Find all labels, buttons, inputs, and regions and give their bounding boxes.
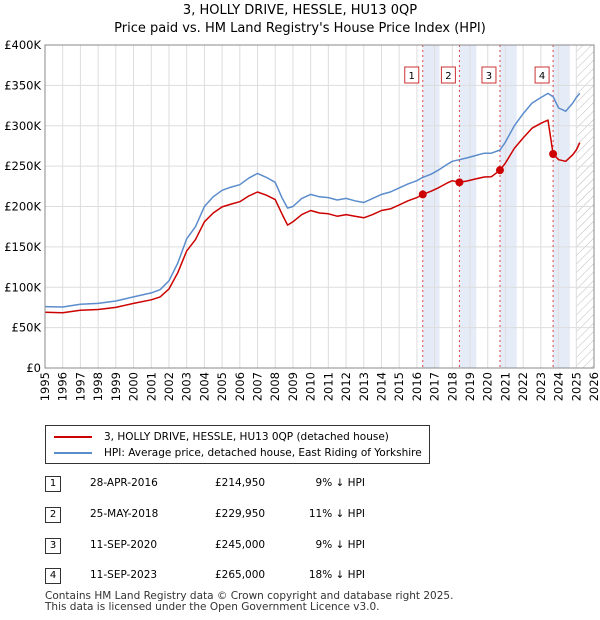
sale-row: 3 11-SEP-2020 £245,000 9% ↓ HPI bbox=[45, 536, 465, 556]
x-tick-label: 2008 bbox=[268, 372, 282, 401]
chart-title: 3, HOLLY DRIVE, HESSLE, HU13 0QP bbox=[182, 3, 418, 18]
sale-label-number: 4 bbox=[539, 71, 545, 82]
x-tick-label: 2012 bbox=[339, 372, 353, 401]
y-tick-label: £300K bbox=[4, 119, 41, 133]
plot-border bbox=[44, 44, 595, 369]
y-tick-label: £250K bbox=[4, 159, 41, 173]
x-tick-label: 1995 bbox=[38, 372, 52, 401]
y-tick-label: £400K bbox=[4, 38, 41, 52]
legend-label-property: 3, HOLLY DRIVE, HESSLE, HU13 0QP (detach… bbox=[104, 431, 389, 443]
x-tick-label: 2006 bbox=[233, 372, 247, 401]
sale-point bbox=[418, 190, 427, 199]
sale-number-badge: 1 bbox=[45, 476, 61, 492]
x-tick-label: 2024 bbox=[552, 372, 566, 401]
legend-swatch-hpi bbox=[54, 452, 92, 454]
sale-label-number: 3 bbox=[486, 71, 492, 82]
sale-label-box bbox=[534, 66, 550, 84]
x-tick-label: 2007 bbox=[251, 372, 265, 401]
sale-row: 2 25-MAY-2018 £229,950 11% ↓ HPI bbox=[45, 505, 465, 525]
sale-label-box bbox=[440, 66, 456, 84]
sale-row: 1 28-APR-2016 £214,950 9% ↓ HPI bbox=[45, 474, 465, 494]
sale-number-badge: 3 bbox=[45, 538, 61, 554]
y-tick-label: £200K bbox=[4, 200, 41, 214]
legend-swatch-property bbox=[54, 436, 92, 438]
x-tick-label: 2020 bbox=[481, 372, 495, 401]
sale-label-box bbox=[404, 66, 420, 84]
sale-hpi-diff: 11% ↓ HPI bbox=[308, 508, 365, 520]
sale-hpi-diff: 18% ↓ HPI bbox=[308, 569, 365, 581]
x-tick-label: 1996 bbox=[56, 372, 70, 401]
x-tick-label: 2001 bbox=[144, 372, 158, 401]
x-tick-label: 2021 bbox=[498, 372, 512, 401]
x-tick-label: 2022 bbox=[516, 372, 530, 401]
sale-point bbox=[455, 178, 464, 187]
legend-label-hpi: HPI: Average price, detached house, East… bbox=[104, 447, 422, 459]
x-tick-label: 2016 bbox=[410, 372, 424, 401]
footer-line-1: Contains HM Land Registry data © Crown c… bbox=[45, 590, 454, 602]
x-tick-label: 2017 bbox=[428, 372, 442, 401]
y-tick-label: £50K bbox=[12, 321, 42, 335]
x-tick-label: 2004 bbox=[197, 372, 211, 401]
sale-row: 4 11-SEP-2023 £265,000 18% ↓ HPI bbox=[45, 566, 465, 586]
x-tick-label: 2013 bbox=[357, 372, 371, 401]
y-tick-label: £350K bbox=[4, 78, 41, 92]
sale-date: 11-SEP-2020 bbox=[90, 539, 158, 551]
hpi-series-line bbox=[44, 92, 581, 308]
chart-subtitle: Price paid vs. HM Land Registry's House … bbox=[114, 21, 486, 36]
sale-point bbox=[495, 166, 504, 175]
sale-label-number: 2 bbox=[445, 71, 451, 82]
legend-item-hpi: HPI: Average price, detached house, East… bbox=[54, 445, 422, 461]
x-tick-label: 2000 bbox=[127, 372, 141, 401]
footer-line-2: This data is licensed under the Open Gov… bbox=[45, 601, 380, 613]
sale-point bbox=[549, 150, 558, 159]
sale-price: £214,950 bbox=[215, 477, 266, 489]
sale-label-box bbox=[481, 66, 497, 84]
x-tick-label: 2015 bbox=[392, 372, 406, 401]
x-tick-label: 2018 bbox=[445, 372, 459, 401]
sale-date: 28-APR-2016 bbox=[90, 477, 158, 489]
sale-date: 25-MAY-2018 bbox=[90, 508, 159, 520]
sale-price: £265,000 bbox=[215, 569, 266, 581]
sale-price: £229,950 bbox=[215, 508, 266, 520]
price-chart: 1 2 3 4 £0 £50K £100K £150K £200K £250K £300K £350K… bbox=[4, 38, 600, 401]
sale-number-badge: 2 bbox=[45, 507, 61, 523]
legend-item-property: 3, HOLLY DRIVE, HESSLE, HU13 0QP (detach… bbox=[54, 429, 389, 445]
y-tick-label: £0 bbox=[26, 361, 41, 375]
sale-date: 11-SEP-2023 bbox=[90, 569, 158, 581]
x-tick-label: 2010 bbox=[304, 372, 318, 401]
sale-hpi-diff: 9% ↓ HPI bbox=[315, 539, 365, 551]
x-tick-label: 1997 bbox=[73, 372, 87, 401]
y-tick-label: £100K bbox=[4, 280, 41, 294]
property-series-line bbox=[44, 119, 581, 314]
x-tick-label: 2014 bbox=[374, 372, 388, 401]
y-tick-label: £150K bbox=[4, 240, 41, 254]
x-tick-label: 2005 bbox=[215, 372, 229, 401]
sale-number-badge: 4 bbox=[45, 568, 61, 584]
x-tick-label: 1999 bbox=[109, 372, 123, 401]
x-tick-label: 1998 bbox=[91, 372, 105, 401]
footer-attribution: Contains HM Land Registry data © Crown c… bbox=[45, 591, 453, 613]
sale-label-number: 1 bbox=[409, 71, 415, 82]
x-tick-label: 2011 bbox=[321, 372, 335, 401]
x-tick-label: 2023 bbox=[534, 372, 548, 401]
chart-legend: 3, HOLLY DRIVE, HESSLE, HU13 0QP (detach… bbox=[45, 425, 430, 464]
x-tick-label: 2002 bbox=[162, 372, 176, 401]
sale-price: £245,000 bbox=[215, 539, 266, 551]
x-tick-label: 2003 bbox=[180, 372, 194, 401]
x-tick-label: 2025 bbox=[569, 372, 583, 401]
x-tick-label: 2009 bbox=[286, 372, 300, 401]
x-tick-label: 2019 bbox=[463, 372, 477, 401]
x-tick-label: 2026 bbox=[587, 372, 600, 401]
sale-hpi-diff: 9% ↓ HPI bbox=[315, 477, 365, 489]
